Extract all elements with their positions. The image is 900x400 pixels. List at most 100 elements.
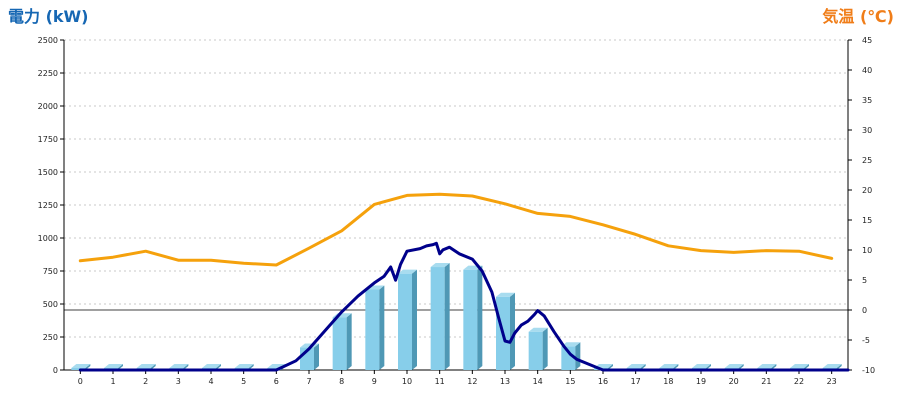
power-bar: [398, 269, 417, 370]
power-bar-top: [659, 364, 679, 369]
left-tick-label: 1250: [38, 201, 58, 210]
power-bar-side: [575, 342, 581, 370]
x-tick-label: 3: [176, 377, 181, 386]
power-bar: [463, 265, 483, 370]
power-bar-top: [724, 364, 744, 369]
left-axis-title: 電力 (kW): [8, 7, 89, 26]
data-lines: [78, 192, 850, 372]
right-tick-label: 45: [862, 36, 872, 45]
left-tick-label: 0: [53, 366, 58, 375]
x-tick-label: 19: [696, 377, 706, 386]
power-bar-top: [430, 263, 450, 268]
right-tick-label: 30: [862, 126, 872, 135]
power-bar: [430, 263, 450, 370]
x-tick-label: 9: [372, 377, 377, 386]
x-tick-label: 7: [306, 377, 311, 386]
power-bar: [365, 285, 385, 370]
power-bar: [561, 342, 581, 370]
x-tick-label: 13: [500, 377, 510, 386]
power-bar-side: [444, 263, 450, 370]
power-bar-top: [71, 364, 91, 369]
power-bar-side: [314, 343, 319, 370]
right-tick-label: -10: [862, 366, 875, 375]
power-bar-top: [496, 292, 515, 297]
power-bar-front: [561, 346, 576, 370]
left-tick-label: 500: [43, 300, 58, 309]
x-tick-label: 8: [339, 377, 344, 386]
right-tick-label: 5: [862, 276, 867, 285]
left-tick-label: 2000: [38, 102, 58, 111]
temperature-line: [78, 192, 834, 267]
power-bar-side: [379, 285, 385, 370]
power-bar-front: [528, 331, 543, 370]
left-tick-label: 2250: [38, 69, 58, 78]
x-tick-label: 4: [208, 377, 213, 386]
x-tick-label: 0: [78, 377, 83, 386]
power-bar: [332, 313, 352, 370]
left-tick-label: 750: [43, 267, 58, 276]
right-tick-label: 20: [862, 186, 872, 195]
x-tick-label: 18: [663, 377, 673, 386]
power-bar-top: [528, 327, 548, 332]
left-tick-label: 1750: [38, 135, 58, 144]
power-bar: [528, 327, 548, 370]
power-bar-top: [822, 364, 842, 369]
power-bars: [71, 263, 842, 370]
x-tick-label: 17: [631, 377, 641, 386]
power-bar-front: [71, 368, 86, 370]
power-bar-top: [398, 269, 417, 274]
power-bar-top: [790, 364, 809, 369]
x-tick-label: 10: [402, 377, 412, 386]
power-bar-top: [169, 364, 189, 369]
left-tick-label: 250: [43, 333, 58, 342]
x-tick-label: 23: [827, 377, 837, 386]
power-bar-top: [202, 364, 221, 369]
x-tick-label: 5: [241, 377, 246, 386]
right-tick-label: 35: [862, 96, 872, 105]
right-tick-label: 25: [862, 156, 872, 165]
power-bar-front: [430, 267, 445, 370]
x-tick-label: 12: [467, 377, 477, 386]
gridlines: [64, 39, 848, 338]
power-bar-front: [365, 289, 380, 370]
power-bar-side: [412, 269, 417, 370]
x-tick-label: 15: [565, 377, 575, 386]
power-line: [78, 241, 850, 372]
x-tick-label: 20: [729, 377, 739, 386]
power-bar-top: [136, 364, 156, 369]
right-tick-label: 0: [862, 306, 867, 315]
right-tick-label: 15: [862, 216, 872, 225]
axes: [60, 39, 852, 374]
power-bar-side: [510, 292, 515, 370]
power-bar-top: [757, 364, 777, 369]
power-bar-side: [346, 313, 352, 370]
x-tick-label: 14: [533, 377, 543, 386]
left-tick-label: 2500: [38, 36, 58, 45]
left-tick-label: 1000: [38, 234, 58, 243]
power-bar: [496, 292, 515, 370]
right-tick-label: 10: [862, 246, 872, 255]
x-tick-label: 6: [274, 377, 279, 386]
power-bar-front: [463, 269, 478, 370]
x-tick-label: 1: [110, 377, 115, 386]
left-tick-label: 1500: [38, 168, 58, 177]
right-axis-title: 気温 (℃): [822, 7, 894, 26]
power-bar-top: [234, 364, 254, 369]
power-bar-front: [398, 273, 412, 370]
right-tick-label: 40: [862, 66, 872, 75]
x-tick-label: 2: [143, 377, 148, 386]
power-bar-top: [626, 364, 646, 369]
power-bar-top: [104, 364, 123, 369]
x-tick-label: 11: [435, 377, 445, 386]
x-tick-label: 16: [598, 377, 608, 386]
power-bar-front: [332, 317, 347, 370]
power-bar-side: [542, 327, 548, 370]
tick-labels: 02505007501000125015001750200022502500-1…: [38, 36, 875, 386]
x-tick-label: 21: [761, 377, 771, 386]
x-tick-label: 22: [794, 377, 804, 386]
right-tick-label: -5: [862, 336, 870, 345]
power-bar-top: [561, 342, 581, 347]
power-bar-top: [692, 364, 711, 369]
power-bar-side: [477, 265, 483, 370]
